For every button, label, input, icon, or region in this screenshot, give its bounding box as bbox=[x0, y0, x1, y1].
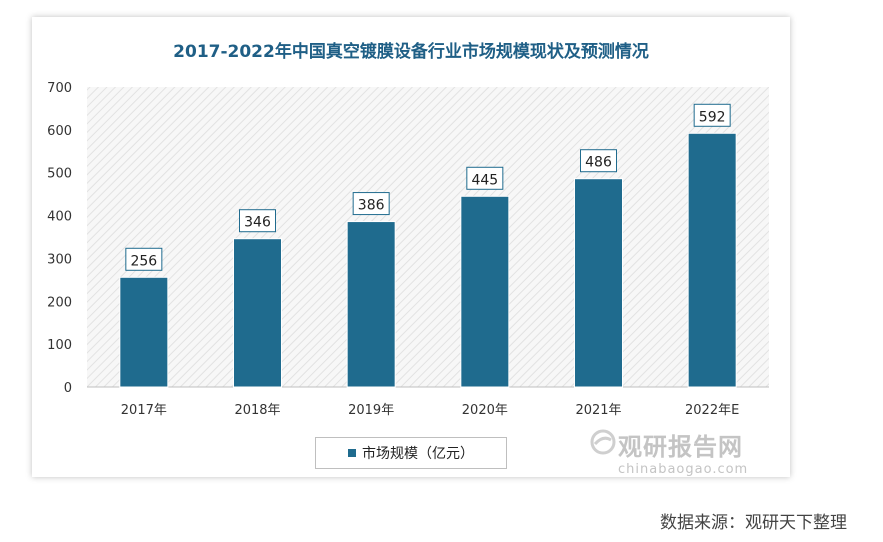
legend-label: 市场规模（亿元） bbox=[362, 446, 474, 462]
watermark-sub: chinabaogao.com bbox=[618, 462, 749, 477]
bar-chart: 0 100 200 300 400 500 600 700 256 2017年 346 2018年 38… bbox=[47, 81, 769, 418]
bar bbox=[460, 195, 510, 388]
bar bbox=[346, 221, 396, 388]
data-label-box bbox=[693, 103, 731, 127]
y-tick-label: 700 bbox=[47, 81, 72, 96]
bar bbox=[119, 276, 169, 388]
bar bbox=[574, 178, 623, 388]
watermark-logo-icon bbox=[590, 429, 616, 455]
watermark-main: 观研报告网 bbox=[618, 433, 743, 461]
y-tick-label: 200 bbox=[47, 295, 72, 310]
bar bbox=[233, 238, 282, 388]
chart-title: 2017-2022年中国真空镀膜设备行业市场规模现状及预测情况 bbox=[173, 42, 649, 62]
x-tick-label: 2021年 bbox=[575, 403, 621, 418]
x-tick-label: 2022年E bbox=[685, 403, 739, 418]
chart-panel: 2017-2022年中国真空镀膜设备行业市场规模现状及预测情况 0 100 200 3… bbox=[32, 17, 790, 477]
source-note: 数据来源：观研天下整理 bbox=[660, 513, 847, 533]
data-label: 256 bbox=[130, 253, 157, 269]
x-tick-label: 2019年 bbox=[348, 403, 394, 418]
data-label-box bbox=[239, 209, 276, 233]
legend: 市场规模（亿元） bbox=[315, 437, 507, 469]
y-tick-label: 100 bbox=[47, 338, 72, 353]
plot-area bbox=[87, 87, 769, 387]
y-tick-label: 600 bbox=[47, 124, 72, 139]
watermark: 观研报告网 chinabaogao.com bbox=[590, 427, 749, 477]
bar bbox=[687, 132, 737, 388]
x-tick-label: 2017年 bbox=[121, 403, 167, 418]
y-tick-label: 0 bbox=[64, 381, 72, 396]
x-tick-label: 2018年 bbox=[234, 403, 280, 418]
data-label-box bbox=[352, 192, 390, 216]
data-label: 486 bbox=[585, 155, 612, 171]
data-label: 346 bbox=[244, 215, 271, 231]
data-label: 386 bbox=[358, 198, 385, 214]
data-label-box bbox=[580, 149, 617, 173]
data-label-box bbox=[466, 166, 504, 190]
x-tick-label: 2020年 bbox=[462, 403, 508, 418]
y-tick-label: 500 bbox=[47, 167, 72, 182]
legend-swatch bbox=[348, 449, 356, 457]
data-label-box bbox=[125, 247, 163, 271]
y-tick-label: 300 bbox=[47, 252, 72, 267]
data-label: 445 bbox=[471, 172, 498, 188]
data-label: 592 bbox=[699, 109, 726, 125]
y-tick-label: 400 bbox=[47, 210, 72, 225]
